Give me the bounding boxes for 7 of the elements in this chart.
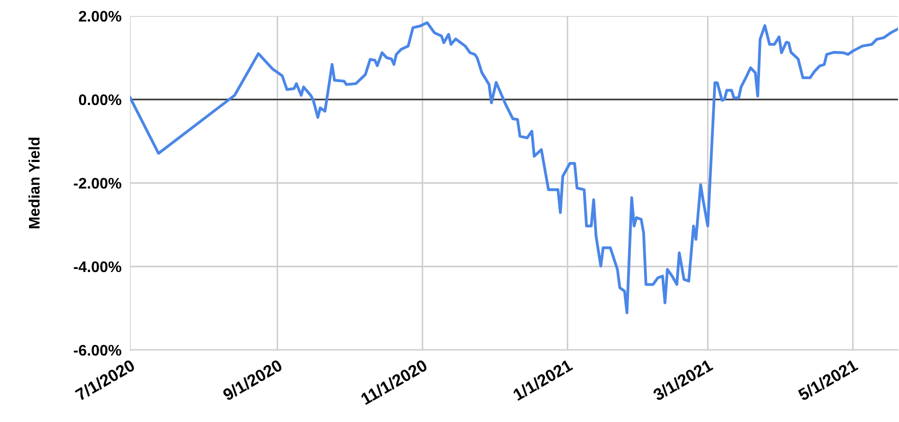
line-series [130, 21, 898, 314]
y-tick-label: -6.00% [74, 344, 122, 356]
y-tick-label: -4.00% [74, 261, 122, 272]
y-axis-title: Median Yield [28, 138, 40, 228]
y-tick-label: -2.00% [74, 178, 122, 189]
y-tick-label: 0.00% [78, 94, 122, 106]
y-tick-label: 2.00% [78, 10, 122, 22]
